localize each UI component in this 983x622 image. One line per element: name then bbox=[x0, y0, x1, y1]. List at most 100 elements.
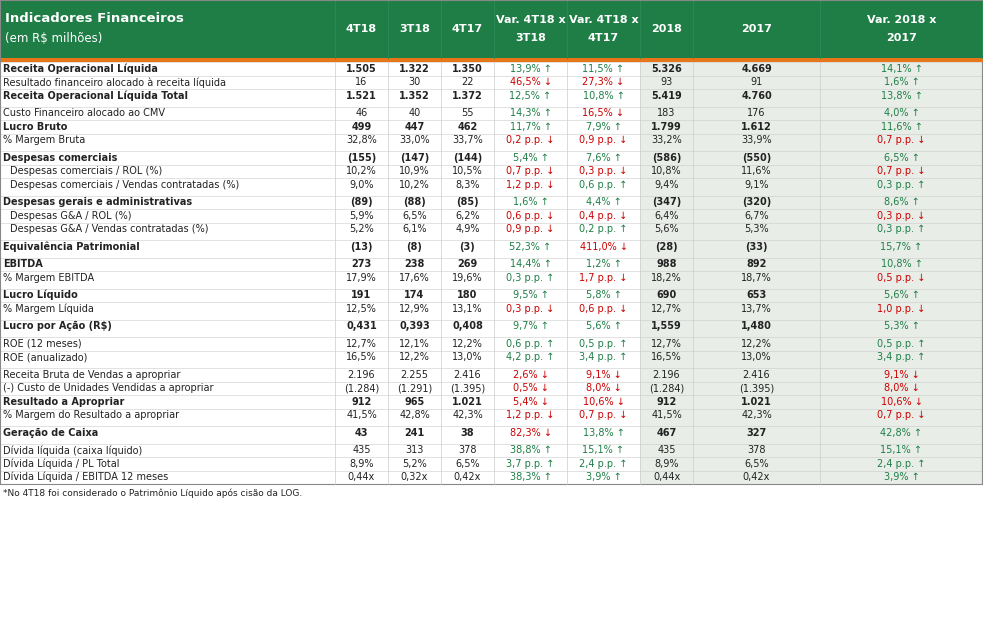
Text: 1.021: 1.021 bbox=[741, 397, 772, 407]
Text: 3T18: 3T18 bbox=[515, 33, 546, 43]
Text: 2,4 p.p. ↑: 2,4 p.p. ↑ bbox=[579, 459, 628, 469]
Bar bbox=[0, 58, 983, 62]
Text: 11,6% ↑: 11,6% ↑ bbox=[881, 122, 922, 132]
Text: 4,9%: 4,9% bbox=[455, 225, 480, 234]
Text: 2,4 p.p. ↑: 2,4 p.p. ↑ bbox=[877, 459, 926, 469]
Text: (3): (3) bbox=[460, 242, 476, 252]
Text: 2.196: 2.196 bbox=[348, 369, 376, 380]
Text: 46: 46 bbox=[356, 108, 368, 118]
Text: 0,5 p.p. ↑: 0,5 p.p. ↑ bbox=[877, 339, 926, 349]
Text: 0,393: 0,393 bbox=[399, 321, 430, 332]
Text: 0,3 p.p. ↑: 0,3 p.p. ↑ bbox=[878, 180, 926, 190]
Text: Receita Operacional Líquida Total: Receita Operacional Líquida Total bbox=[3, 90, 188, 101]
Text: 0,5 p.p. ↑: 0,5 p.p. ↑ bbox=[579, 339, 628, 349]
Bar bbox=[0, 395, 640, 409]
Text: Despesas G&A / ROL (%): Despesas G&A / ROL (%) bbox=[10, 211, 132, 221]
Bar bbox=[0, 302, 640, 315]
Text: 8,3%: 8,3% bbox=[455, 180, 480, 190]
Text: 912: 912 bbox=[351, 397, 372, 407]
Text: % Margem Líquida: % Margem Líquida bbox=[3, 304, 93, 314]
Text: 4.669: 4.669 bbox=[741, 63, 772, 74]
Text: 30: 30 bbox=[408, 77, 421, 87]
Text: 16,5%: 16,5% bbox=[346, 352, 376, 362]
Text: 5,2%: 5,2% bbox=[349, 225, 374, 234]
Bar bbox=[0, 62, 640, 75]
Text: 5,6% ↑: 5,6% ↑ bbox=[884, 290, 919, 300]
Text: 0,7 p.p. ↓: 0,7 p.p. ↓ bbox=[877, 166, 926, 176]
Text: 38,8% ↑: 38,8% ↑ bbox=[509, 445, 551, 455]
Text: 690: 690 bbox=[657, 290, 676, 300]
Text: 13,9% ↑: 13,9% ↑ bbox=[509, 63, 551, 74]
Text: 4T17: 4T17 bbox=[588, 33, 619, 43]
Text: Lucro por Ação (R$): Lucro por Ação (R$) bbox=[3, 321, 112, 332]
Text: 13,0%: 13,0% bbox=[741, 352, 772, 362]
Text: 5.326: 5.326 bbox=[651, 63, 682, 74]
Text: 5,3%: 5,3% bbox=[744, 225, 769, 234]
Text: Receita Operacional Líquida: Receita Operacional Líquida bbox=[3, 63, 158, 74]
Text: 2.196: 2.196 bbox=[653, 369, 680, 380]
Text: 1,0 p.p. ↓: 1,0 p.p. ↓ bbox=[878, 304, 926, 313]
Text: 33,7%: 33,7% bbox=[452, 135, 483, 146]
Bar bbox=[0, 337, 640, 351]
Text: 8,9%: 8,9% bbox=[655, 459, 678, 469]
Bar bbox=[0, 209, 640, 223]
Text: 3,4 p.p. ↑: 3,4 p.p. ↑ bbox=[579, 352, 627, 362]
Text: 27,3% ↓: 27,3% ↓ bbox=[583, 77, 624, 87]
Text: 16,5%: 16,5% bbox=[651, 352, 682, 362]
Text: (1.395): (1.395) bbox=[739, 383, 775, 393]
Text: 12,2%: 12,2% bbox=[399, 352, 430, 362]
Text: 988: 988 bbox=[657, 259, 676, 269]
Text: 1,2 p.p. ↓: 1,2 p.p. ↓ bbox=[506, 411, 554, 420]
Text: 41,5%: 41,5% bbox=[346, 411, 376, 420]
Text: ROE (12 meses): ROE (12 meses) bbox=[3, 339, 82, 349]
Text: 46,5% ↓: 46,5% ↓ bbox=[509, 77, 551, 87]
Text: 6,2%: 6,2% bbox=[455, 211, 480, 221]
Bar bbox=[0, 368, 640, 381]
Text: 0,7 p.p. ↓: 0,7 p.p. ↓ bbox=[506, 166, 554, 176]
Text: 238: 238 bbox=[404, 259, 425, 269]
Text: 0,6 p.p. ↓: 0,6 p.p. ↓ bbox=[579, 304, 627, 313]
Text: 0,44x: 0,44x bbox=[653, 472, 680, 482]
Text: 11,6%: 11,6% bbox=[741, 166, 772, 176]
Bar bbox=[0, 0, 983, 58]
Text: 0,6 p.p. ↑: 0,6 p.p. ↑ bbox=[579, 180, 627, 190]
Text: % Margem Bruta: % Margem Bruta bbox=[3, 135, 86, 146]
Text: 5,3% ↑: 5,3% ↑ bbox=[884, 321, 919, 332]
Text: 378: 378 bbox=[747, 445, 766, 455]
Text: 176: 176 bbox=[747, 108, 766, 118]
Text: 2.255: 2.255 bbox=[400, 369, 429, 380]
Bar bbox=[0, 426, 640, 440]
Text: 4T18: 4T18 bbox=[346, 24, 377, 34]
Text: 8,0% ↓: 8,0% ↓ bbox=[884, 383, 919, 393]
Text: Var. 2018 x: Var. 2018 x bbox=[867, 15, 936, 25]
Bar bbox=[640, 62, 983, 484]
Bar bbox=[0, 164, 640, 178]
Text: Resultado financeiro alocado à receita líquida: Resultado financeiro alocado à receita l… bbox=[3, 77, 226, 88]
Text: (320): (320) bbox=[742, 197, 771, 207]
Text: (347): (347) bbox=[652, 197, 681, 207]
Text: 0,9 p.p. ↓: 0,9 p.p. ↓ bbox=[506, 225, 554, 234]
Text: 2.416: 2.416 bbox=[743, 369, 771, 380]
Text: Despesas G&A / Vendas contratadas (%): Despesas G&A / Vendas contratadas (%) bbox=[10, 225, 208, 234]
Bar bbox=[0, 289, 640, 302]
Text: 1.372: 1.372 bbox=[452, 91, 483, 101]
Text: 1.322: 1.322 bbox=[399, 63, 430, 74]
Text: 42,8%: 42,8% bbox=[399, 411, 430, 420]
Text: (550): (550) bbox=[742, 153, 771, 163]
Text: 435: 435 bbox=[658, 445, 675, 455]
Text: (147): (147) bbox=[400, 153, 430, 163]
Text: 5,4% ↓: 5,4% ↓ bbox=[512, 397, 549, 407]
Text: 1,7 p.p. ↓: 1,7 p.p. ↓ bbox=[579, 273, 628, 283]
Text: 15,1% ↑: 15,1% ↑ bbox=[583, 445, 624, 455]
Text: 0,44x: 0,44x bbox=[348, 472, 376, 482]
Text: 13,8% ↑: 13,8% ↑ bbox=[583, 428, 624, 438]
Text: 5,2%: 5,2% bbox=[402, 459, 427, 469]
Text: 5,9%: 5,9% bbox=[349, 211, 374, 221]
Text: 10,6% ↓: 10,6% ↓ bbox=[583, 397, 624, 407]
Text: 1.021: 1.021 bbox=[452, 397, 483, 407]
Text: 12,5% ↑: 12,5% ↑ bbox=[509, 91, 551, 101]
Text: Var. 4T18 x: Var. 4T18 x bbox=[495, 15, 565, 25]
Text: 9,7% ↑: 9,7% ↑ bbox=[512, 321, 549, 332]
Bar bbox=[0, 258, 640, 271]
Text: Geração de Caixa: Geração de Caixa bbox=[3, 428, 98, 438]
